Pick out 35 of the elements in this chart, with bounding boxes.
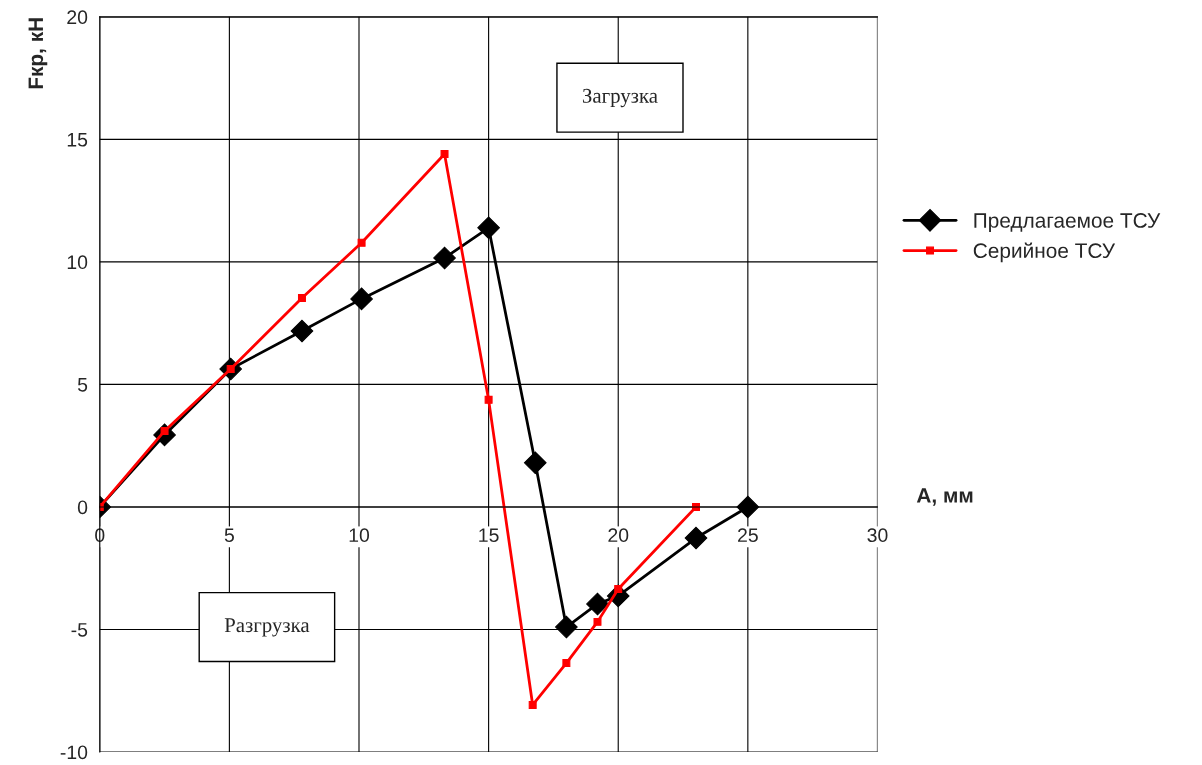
y-tick-label: -10: [60, 745, 88, 760]
point: [593, 617, 602, 626]
y-tick-label: 0: [77, 500, 88, 515]
point: [523, 451, 547, 475]
legend-label: Серийное ТСУ: [973, 242, 1116, 263]
y-tick-label: 5: [77, 378, 88, 392]
x-tick-label: 25: [738, 528, 758, 543]
point: [562, 659, 571, 668]
y-tick-label: 15: [67, 133, 88, 147]
y-axis-title: Fкр, кН: [28, 18, 48, 89]
y-tick-label: 10: [67, 255, 88, 270]
y-tick-label: -5: [71, 623, 88, 637]
point: [477, 216, 500, 240]
point: [290, 319, 314, 343]
point: [484, 395, 493, 404]
x-tick-label: 15: [479, 528, 499, 543]
x-tick-label: 10: [349, 528, 370, 543]
point: [433, 246, 456, 270]
point: [614, 585, 623, 594]
point: [440, 150, 449, 159]
x-tick-label: 5: [224, 528, 234, 543]
annotation: Загрузка: [582, 88, 658, 108]
point: [555, 615, 578, 639]
point: [586, 592, 609, 616]
x-tick-label: 30: [867, 528, 888, 543]
y-tick-label: 20: [67, 10, 88, 25]
annotation: Разгрузка: [224, 618, 310, 637]
legend-label: Предлагаемое ТСУ: [974, 213, 1161, 232]
x-tick-label: 20: [608, 528, 629, 543]
point: [528, 700, 537, 709]
point: [350, 287, 373, 311]
point: [297, 293, 306, 302]
x-axis-title: A, мм: [916, 488, 973, 506]
point: [684, 526, 708, 550]
point: [357, 238, 366, 247]
